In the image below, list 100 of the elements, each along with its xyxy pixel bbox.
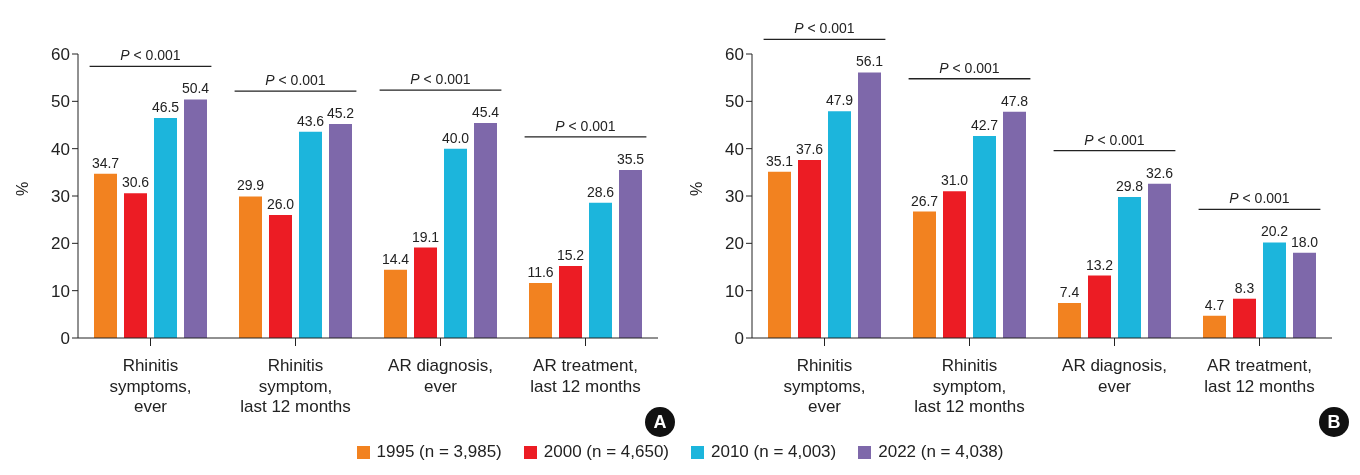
- data-label: 7.4: [1059, 283, 1080, 300]
- y-tick-label: 40: [725, 139, 744, 159]
- annotation: P < 0.001: [265, 72, 326, 89]
- data-label: 43.6: [296, 112, 325, 129]
- bar: [1263, 242, 1286, 338]
- data-label: 26.0: [266, 195, 295, 212]
- significance-bracket: P < 0.001: [1052, 131, 1177, 152]
- bar: [828, 111, 851, 338]
- data-label: 35.1: [765, 152, 794, 169]
- panel-label: B: [1319, 407, 1349, 437]
- bar: [529, 283, 552, 338]
- y-tick-label: 60: [51, 45, 70, 65]
- panel-label: A: [645, 407, 675, 437]
- data-label: 37.6: [795, 141, 824, 158]
- annotation: P < 0.001: [1084, 131, 1145, 148]
- x-tick-label: AR diagnosis, ever: [388, 356, 493, 396]
- significance-bracket: P < 0.001: [523, 117, 648, 138]
- x-tick-label: Rhinitis symptoms, ever: [783, 356, 866, 417]
- y-tick-label: 0: [60, 329, 70, 349]
- bar: [1058, 302, 1081, 338]
- bar: [414, 247, 437, 338]
- data-label: 35.5: [616, 150, 645, 167]
- bar: [589, 202, 612, 338]
- bar: [858, 72, 881, 338]
- y-tick-label: 0: [734, 329, 744, 349]
- significance-bracket: P < 0.001: [233, 72, 358, 92]
- data-label: 8.3: [1234, 279, 1255, 296]
- y-tick-label: 40: [51, 139, 70, 159]
- data-label: 14.4: [381, 250, 410, 267]
- significance-bracket: P < 0.001: [378, 71, 503, 91]
- data-label: 30.6: [121, 174, 150, 191]
- data-label: 4.7: [1204, 296, 1225, 313]
- y-tick-label: 20: [725, 234, 744, 254]
- data-label: 15.2: [556, 247, 585, 264]
- bar: [474, 123, 497, 338]
- bar: [299, 131, 322, 338]
- annotation: P < 0.001: [1229, 190, 1290, 207]
- x-tick-label: AR diagnosis, ever: [1062, 356, 1167, 396]
- data-label: 45.4: [471, 104, 500, 121]
- bar: [154, 117, 177, 338]
- annotation: P < 0.001: [410, 71, 471, 88]
- data-label: 40.0: [441, 129, 470, 146]
- y-tick-label: 20: [51, 234, 70, 254]
- bar: [913, 211, 936, 338]
- data-label: 32.6: [1145, 164, 1174, 181]
- legend-label: 1995 (n = 3,985): [376, 442, 502, 462]
- bar: [1293, 252, 1316, 338]
- bar: [1088, 275, 1111, 338]
- data-label: 28.6: [586, 183, 615, 200]
- data-label: 45.2: [326, 105, 355, 122]
- bar: [184, 99, 207, 338]
- bar: [1148, 183, 1171, 338]
- data-label: 26.7: [910, 192, 939, 209]
- data-label: 56.1: [855, 53, 884, 70]
- data-label: 47.8: [1000, 92, 1029, 109]
- bar: [619, 169, 642, 338]
- bar: [768, 171, 791, 338]
- y-tick-label: 10: [51, 281, 70, 301]
- data-label: 31.0: [940, 172, 969, 189]
- data-label: 11.6: [527, 264, 554, 281]
- bar: [973, 135, 996, 338]
- bar: [1118, 196, 1141, 338]
- y-tick-label: 50: [51, 92, 70, 112]
- bar: [329, 124, 352, 338]
- bar: [1203, 315, 1226, 338]
- data-label: 42.7: [970, 116, 999, 133]
- y-tick-label: 10: [725, 281, 744, 301]
- y-tick-label: 30: [725, 187, 744, 207]
- data-label: 19.1: [411, 228, 440, 245]
- significance-bracket: P < 0.001: [907, 59, 1032, 80]
- data-label: 50.4: [181, 80, 210, 97]
- data-label: 46.5: [151, 98, 180, 115]
- significance-bracket: P < 0.001: [88, 47, 213, 68]
- x-tick-label: Rhinitis symptom, last 12 months: [914, 356, 1025, 417]
- data-label: 29.9: [236, 177, 265, 194]
- y-tick-label: 50: [725, 92, 744, 112]
- x-tick-label: Rhinitis symptom, last 12 months: [240, 356, 351, 417]
- legend-label: 2010 (n = 4,003): [711, 442, 837, 462]
- bar: [798, 160, 821, 338]
- bar: [444, 148, 467, 338]
- x-tick-label: AR treatment, last 12 months: [530, 356, 641, 396]
- bar: [1233, 298, 1256, 338]
- bar: [124, 193, 147, 338]
- data-label: 47.9: [825, 92, 854, 109]
- data-label: 18.0: [1290, 233, 1319, 250]
- y-tick-label: 30: [51, 187, 70, 207]
- data-label: 20.2: [1260, 223, 1289, 240]
- significance-bracket: P < 0.001: [1197, 190, 1322, 211]
- legend-label: 2022 (n = 4,038): [878, 442, 1004, 462]
- bar: [239, 196, 262, 338]
- legend-label: 2000 (n = 4,650): [543, 442, 669, 462]
- y-axis-title: %: [13, 181, 31, 196]
- y-axis-title: %: [687, 181, 705, 196]
- y-tick-label: 60: [725, 45, 744, 65]
- bar: [94, 173, 117, 338]
- bar: [559, 266, 582, 338]
- x-tick-label: AR treatment, last 12 months: [1204, 356, 1315, 396]
- bar: [384, 269, 407, 338]
- bar: [1003, 111, 1026, 338]
- data-label: 13.2: [1085, 256, 1114, 273]
